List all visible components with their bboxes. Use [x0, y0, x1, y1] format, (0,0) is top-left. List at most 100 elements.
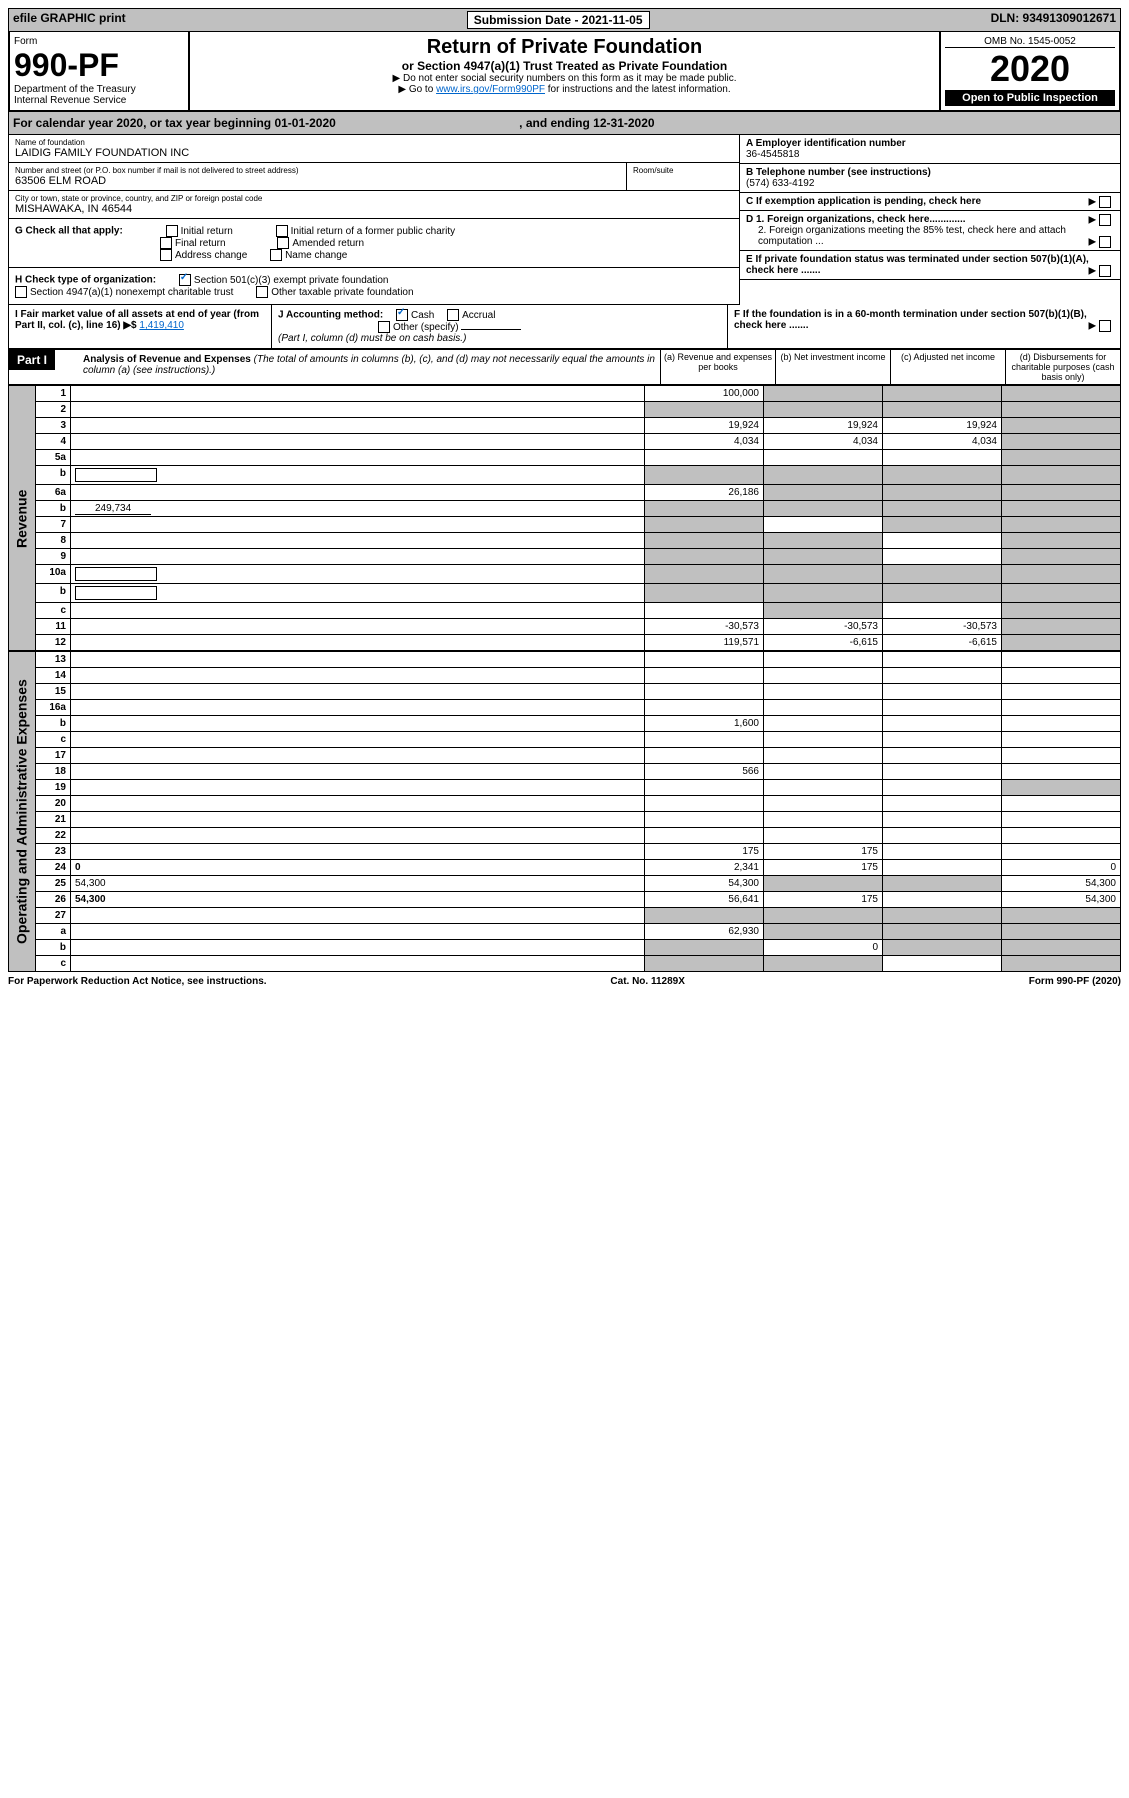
note2-pre: ▶ Go to	[398, 84, 436, 95]
table-row: 10a	[9, 565, 1121, 584]
row-val-c	[883, 796, 1002, 812]
row-desc	[71, 652, 645, 668]
lower-info: I Fair market value of all assets at end…	[8, 305, 1121, 349]
row-val-a	[645, 684, 764, 700]
col-d: (d) Disbursements for charitable purpose…	[1005, 350, 1120, 384]
row-num: 11	[36, 619, 71, 635]
row-desc	[71, 619, 645, 635]
cb-f[interactable]	[1099, 320, 1111, 332]
row-val-d	[1002, 603, 1121, 619]
table-row: 8	[9, 533, 1121, 549]
side-label: Revenue	[9, 386, 36, 651]
row-val-d	[1002, 844, 1121, 860]
dept: Department of the Treasury	[14, 84, 184, 95]
side-label: Operating and Administrative Expenses	[9, 652, 36, 972]
row-val-b	[764, 956, 883, 972]
table-row: 2	[9, 402, 1121, 418]
row-val-a	[645, 732, 764, 748]
cb-initial[interactable]	[166, 225, 178, 237]
row-desc	[71, 732, 645, 748]
row-val-a: 4,034	[645, 434, 764, 450]
row-val-d	[1002, 780, 1121, 796]
row-val-a: 566	[645, 764, 764, 780]
row-val-b: -6,615	[764, 635, 883, 651]
row-desc	[71, 402, 645, 418]
ein: 36-4545818	[746, 149, 1114, 160]
cb-final[interactable]	[160, 237, 172, 249]
row-val-d	[1002, 549, 1121, 565]
row-num: 21	[36, 812, 71, 828]
row-val-c	[883, 764, 1002, 780]
efile-label[interactable]: efile GRAPHIC print	[13, 11, 126, 29]
row-desc	[71, 812, 645, 828]
table-row: b0	[9, 940, 1121, 956]
row-val-c	[883, 517, 1002, 533]
col-a: (a) Revenue and expenses per books	[660, 350, 775, 384]
cb-e[interactable]	[1099, 265, 1111, 277]
cb-initial-former[interactable]	[276, 225, 288, 237]
table-row: 9	[9, 549, 1121, 565]
row-val-b	[764, 796, 883, 812]
omb: OMB No. 1545-0052	[945, 36, 1115, 48]
row-val-a: 100,000	[645, 386, 764, 402]
row-num: 1	[36, 386, 71, 402]
i-value[interactable]: 1,419,410	[139, 320, 184, 331]
row-num: 16a	[36, 700, 71, 716]
row-val-a	[645, 812, 764, 828]
note2-post: for instructions and the latest informat…	[545, 84, 731, 95]
form-title: Return of Private Foundation	[194, 36, 935, 59]
row-num: 15	[36, 684, 71, 700]
cb-4947[interactable]	[15, 286, 27, 298]
row-val-b	[764, 402, 883, 418]
row-desc	[71, 956, 645, 972]
row-val-b	[764, 565, 883, 584]
footer-left: For Paperwork Reduction Act Notice, see …	[8, 976, 267, 987]
row-desc	[71, 549, 645, 565]
row-num: 2	[36, 402, 71, 418]
row-val-a	[645, 533, 764, 549]
cb-accrual[interactable]	[447, 309, 459, 321]
cb-d1[interactable]	[1099, 214, 1111, 226]
row-val-a	[645, 796, 764, 812]
part1-header: Part I Analysis of Revenue and Expenses …	[8, 349, 1121, 385]
row-val-c	[883, 940, 1002, 956]
row-desc	[71, 466, 645, 485]
row-val-d	[1002, 584, 1121, 603]
row-val-a	[645, 940, 764, 956]
cb-c[interactable]	[1099, 196, 1111, 208]
form-link[interactable]: www.irs.gov/Form990PF	[436, 84, 545, 95]
form-header: Form 990-PF Department of the Treasury I…	[8, 32, 1121, 112]
cb-name[interactable]	[270, 249, 282, 261]
cb-amended[interactable]	[277, 237, 289, 249]
row-val-a	[645, 565, 764, 584]
row-val-a: 119,571	[645, 635, 764, 651]
row-val-b	[764, 828, 883, 844]
table-row: 19	[9, 780, 1121, 796]
cb-addr[interactable]	[160, 249, 172, 261]
row-val-b	[764, 450, 883, 466]
row-num: 20	[36, 796, 71, 812]
row-val-b: 19,924	[764, 418, 883, 434]
h-label: H Check type of organization:	[15, 275, 156, 286]
row-val-d	[1002, 466, 1121, 485]
table-row: Revenue1100,000	[9, 386, 1121, 402]
cb-501c3[interactable]	[179, 274, 191, 286]
d2: 2. Foreign organizations meeting the 85%…	[758, 225, 1066, 247]
row-desc	[71, 828, 645, 844]
cb-other[interactable]	[378, 321, 390, 333]
cb-other-tax[interactable]	[256, 286, 268, 298]
row-val-a: 1,600	[645, 716, 764, 732]
table-row: 23175175	[9, 844, 1121, 860]
row-val-a	[645, 828, 764, 844]
cb-cash[interactable]	[396, 309, 408, 321]
row-num: 13	[36, 652, 71, 668]
row-val-c	[883, 924, 1002, 940]
c-label: C If exemption application is pending, c…	[746, 196, 981, 207]
row-desc	[71, 418, 645, 434]
row-desc	[71, 485, 645, 501]
cb-d2[interactable]	[1099, 236, 1111, 248]
footer-mid: Cat. No. 11289X	[610, 976, 684, 987]
row-val-c	[883, 501, 1002, 517]
row-desc	[71, 450, 645, 466]
foundation-info: Name of foundation LAIDIG FAMILY FOUNDAT…	[8, 135, 1121, 305]
